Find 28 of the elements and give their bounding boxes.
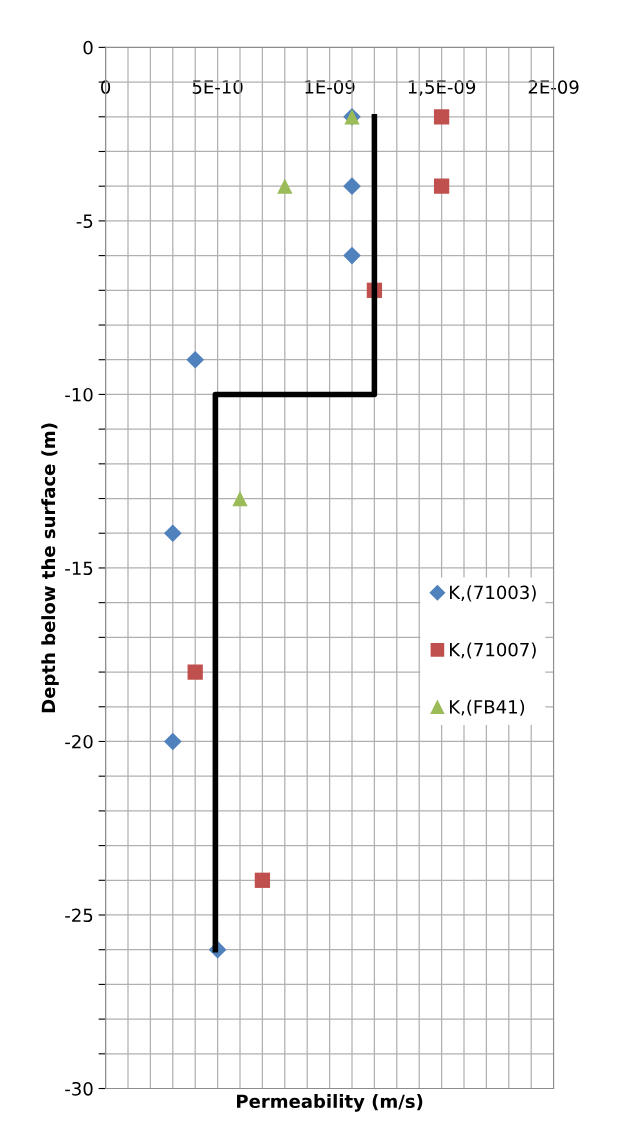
legend-label: K,(71007): [450, 642, 536, 659]
x-tick-label: 0: [101, 80, 111, 94]
y-axis-title: Depth below the surface (m): [41, 423, 59, 713]
y-tick-label: 0: [83, 40, 93, 55]
x-axis-title: Permeability (m/s): [237, 1094, 423, 1112]
point: [187, 664, 203, 680]
point: [277, 178, 293, 194]
legend-label: K,(71003): [450, 585, 536, 602]
y-tick-label: -15: [65, 561, 93, 576]
y-tick-label: -5: [76, 214, 93, 229]
point: [163, 732, 182, 751]
y-tick-label: -30: [65, 1081, 93, 1096]
point: [343, 177, 361, 196]
legend-label: K,(FB41): [450, 699, 525, 716]
point: [433, 178, 450, 194]
x-tick-label: 2E-09: [528, 80, 579, 94]
y-tick-label: -20: [65, 734, 93, 749]
y-tick-label: -10: [65, 387, 93, 402]
point: [254, 872, 271, 888]
point: [186, 350, 205, 369]
x-tick-label: 1,5E-09: [408, 80, 476, 96]
x-tick-label: 1E-09: [305, 80, 355, 94]
point: [232, 490, 248, 507]
point: [163, 524, 182, 543]
y-tick-label: -25: [65, 908, 93, 923]
point: [433, 109, 450, 125]
point: [343, 246, 361, 265]
x-tick-label: 5E-10: [192, 80, 243, 94]
